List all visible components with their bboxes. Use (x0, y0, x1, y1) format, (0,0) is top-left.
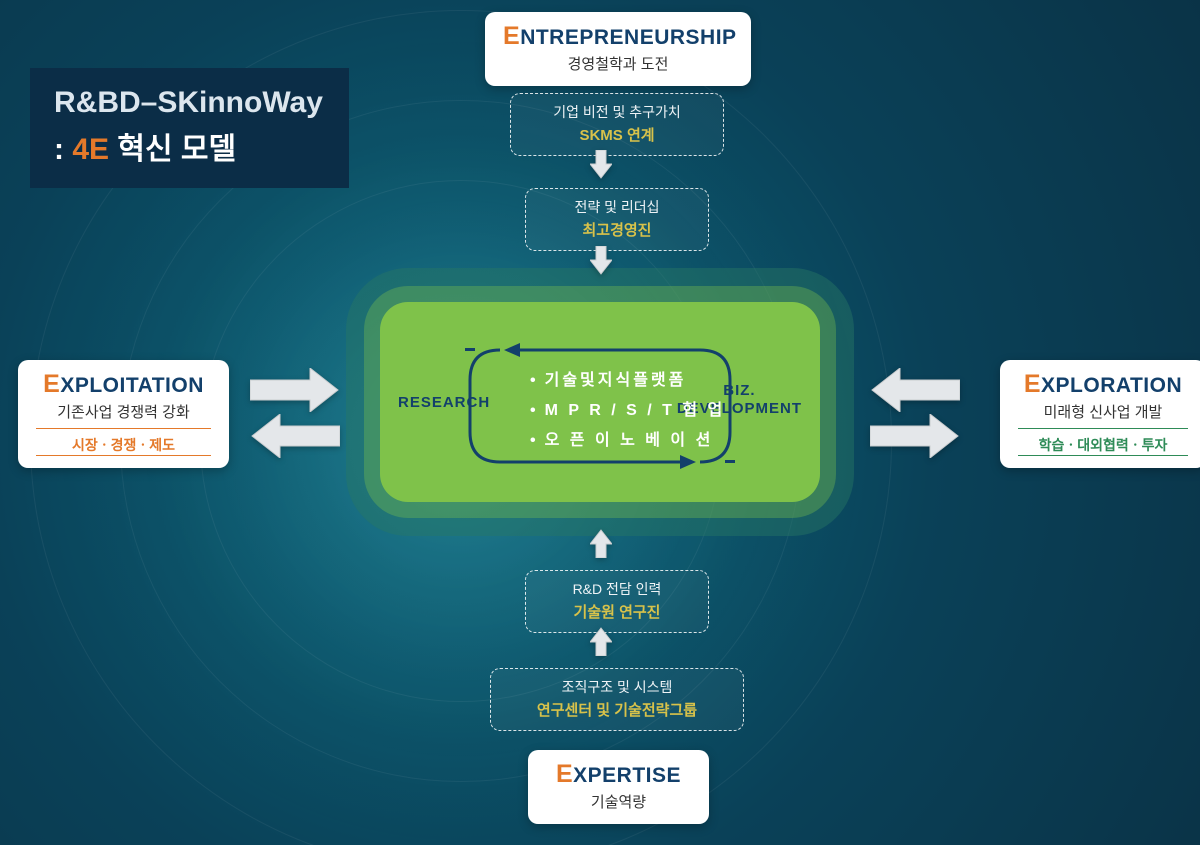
exploitation-foot: 시장ㆍ경쟁ㆍ제도 (36, 428, 211, 456)
dbox-rnd-people: R&D 전담 인력 기술원 연구진 (525, 570, 709, 633)
center-item: 오 픈 이 노 베 이 션 (530, 426, 725, 450)
arrow-right-icon (870, 414, 960, 458)
arrow-left-icon (870, 368, 960, 412)
arrow-down-icon (590, 150, 612, 180)
center-panel: RESEARCH BIZ. DEVELOPMENT 기술및지식플랫폼 M P R… (380, 302, 820, 502)
e-entrepreneurship: ENTREPRENEURSHIP 경영철학과 도전 (485, 12, 751, 86)
dbox-skms: 기업 비전 및 추구가치 SKMS 연계 (510, 93, 724, 156)
center-item: 기술및지식플랫폼 (530, 366, 725, 390)
e-expertise: EXPERTISE 기술역량 (528, 750, 709, 824)
center-item: M P R / S / T 협 업 (530, 396, 725, 420)
title-line1: R&BD–SKinnoWay (54, 86, 323, 120)
arrow-right-icon (250, 368, 340, 412)
arrow-up-icon (590, 528, 612, 558)
dbox-leadership: 전략 및 리더십 최고경영진 (525, 188, 709, 251)
arrow-down-icon (590, 246, 612, 276)
exploration-foot: 학습ㆍ대외협력ㆍ투자 (1018, 428, 1188, 456)
dbox-org: 조직구조 및 시스템 연구센터 및 기술전략그룹 (490, 668, 744, 731)
title-box: R&BD–SKinnoWay : 4E 혁신 모델 (30, 68, 349, 188)
center-label-research: RESEARCH (398, 394, 490, 411)
e-exploration: EXPLORATION 미래형 신사업 개발 학습ㆍ대외협력ㆍ투자 (1000, 360, 1200, 468)
arrow-up-icon (590, 626, 612, 656)
e-exploitation: EXPLOITATION 기존사업 경쟁력 강화 시장ㆍ경쟁ㆍ제도 (18, 360, 229, 468)
title-line2: : 4E 혁신 모델 (54, 124, 323, 168)
diagram-stage: R&BD–SKinnoWay : 4E 혁신 모델 ENTREPRENEURSH… (0, 0, 1200, 845)
arrow-left-icon (250, 414, 340, 458)
center-items: 기술및지식플랫폼 M P R / S / T 협 업 오 픈 이 노 베 이 션 (530, 360, 725, 456)
